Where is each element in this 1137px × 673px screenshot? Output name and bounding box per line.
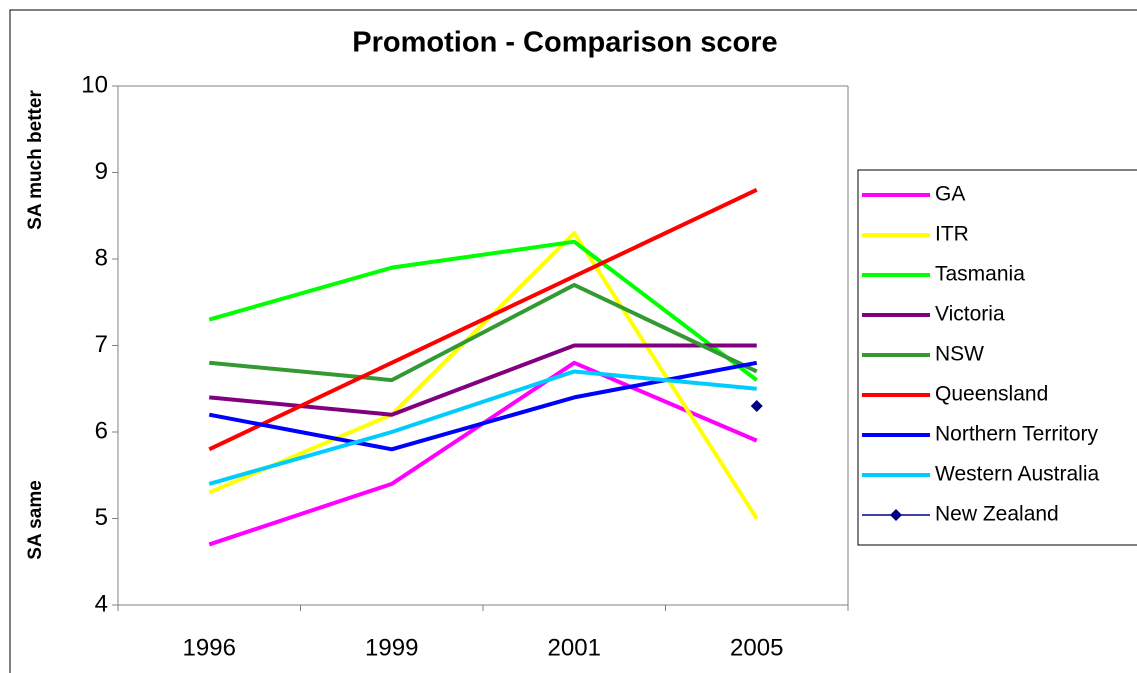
legend-label: Victoria bbox=[935, 303, 1005, 326]
series-line bbox=[208, 369, 757, 486]
y-tick-label: 4 bbox=[95, 590, 108, 617]
chart-title: Promotion - Comparison score bbox=[352, 27, 777, 59]
y-tick-label: 10 bbox=[81, 71, 108, 98]
point-marker bbox=[750, 400, 763, 413]
legend-label: Queensland bbox=[935, 383, 1048, 406]
legend-label: NSW bbox=[935, 343, 984, 366]
legend-label: New Zealand bbox=[935, 503, 1059, 526]
legend-label: GA bbox=[935, 183, 965, 206]
series-line bbox=[209, 282, 758, 383]
x-tick-label: 1999 bbox=[365, 634, 418, 661]
x-tick-label: 1996 bbox=[183, 634, 236, 661]
legend-marker bbox=[890, 509, 902, 521]
y-tick-label: 6 bbox=[95, 417, 108, 444]
y-annotation: SA much better bbox=[25, 90, 46, 230]
y-annotation: SA same bbox=[25, 480, 46, 560]
legend-label: Western Australia bbox=[935, 463, 1100, 486]
series-line bbox=[208, 231, 759, 520]
legend-label: Northern Territory bbox=[935, 423, 1098, 446]
legend-label: Tasmania bbox=[935, 263, 1025, 286]
legend-box bbox=[857, 169, 1137, 546]
y-tick-label: 5 bbox=[95, 504, 108, 531]
series-line bbox=[208, 239, 758, 382]
legend-label: ITR bbox=[935, 223, 969, 246]
x-tick-label: 2005 bbox=[730, 634, 783, 661]
x-tick-label: 2001 bbox=[548, 634, 601, 661]
series-line bbox=[208, 187, 758, 452]
y-tick-label: 8 bbox=[95, 244, 108, 271]
y-tick-label: 7 bbox=[95, 331, 108, 358]
y-tick-label: 9 bbox=[95, 158, 108, 185]
